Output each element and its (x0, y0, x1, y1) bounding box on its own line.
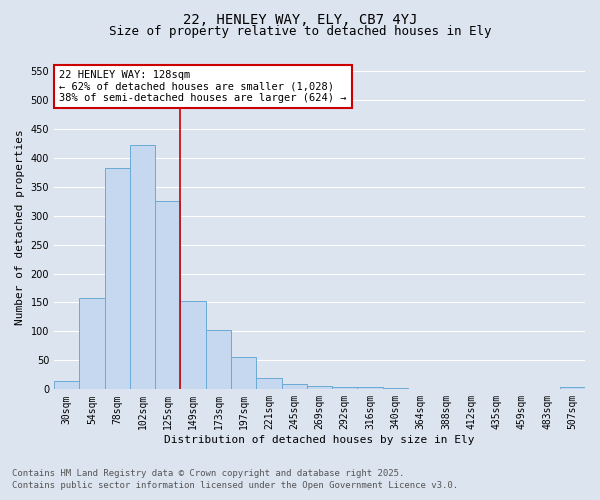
Bar (206, 330, 231, 390)
Bar (256, 378, 281, 390)
Bar (231, 358, 256, 390)
Bar (408, 389, 433, 390)
Bar (458, 389, 484, 390)
Bar (281, 384, 307, 390)
Text: Contains HM Land Registry data © Crown copyright and database right 2025.: Contains HM Land Registry data © Crown c… (12, 468, 404, 477)
X-axis label: Distribution of detached houses by size in Ely: Distribution of detached houses by size … (164, 435, 475, 445)
Text: 22 HENLEY WAY: 128sqm
← 62% of detached houses are smaller (1,028)
38% of semi-d: 22 HENLEY WAY: 128sqm ← 62% of detached … (59, 70, 347, 103)
Text: 22, HENLEY WAY, ELY, CB7 4YJ: 22, HENLEY WAY, ELY, CB7 4YJ (183, 12, 417, 26)
Bar (535, 389, 560, 390)
Bar (383, 388, 408, 390)
Text: Size of property relative to detached houses in Ely: Size of property relative to detached ho… (109, 25, 491, 38)
Bar (358, 387, 383, 390)
Bar (104, 168, 130, 390)
Bar (155, 201, 181, 390)
Bar (332, 387, 358, 390)
Bar (307, 386, 332, 390)
Bar (130, 145, 155, 390)
Text: Contains public sector information licensed under the Open Government Licence v3: Contains public sector information licen… (12, 481, 458, 490)
Bar (433, 389, 458, 390)
Bar (560, 387, 585, 390)
Bar (181, 302, 206, 390)
Y-axis label: Number of detached properties: Number of detached properties (15, 130, 25, 325)
Bar (79, 298, 104, 390)
Bar (54, 381, 79, 390)
